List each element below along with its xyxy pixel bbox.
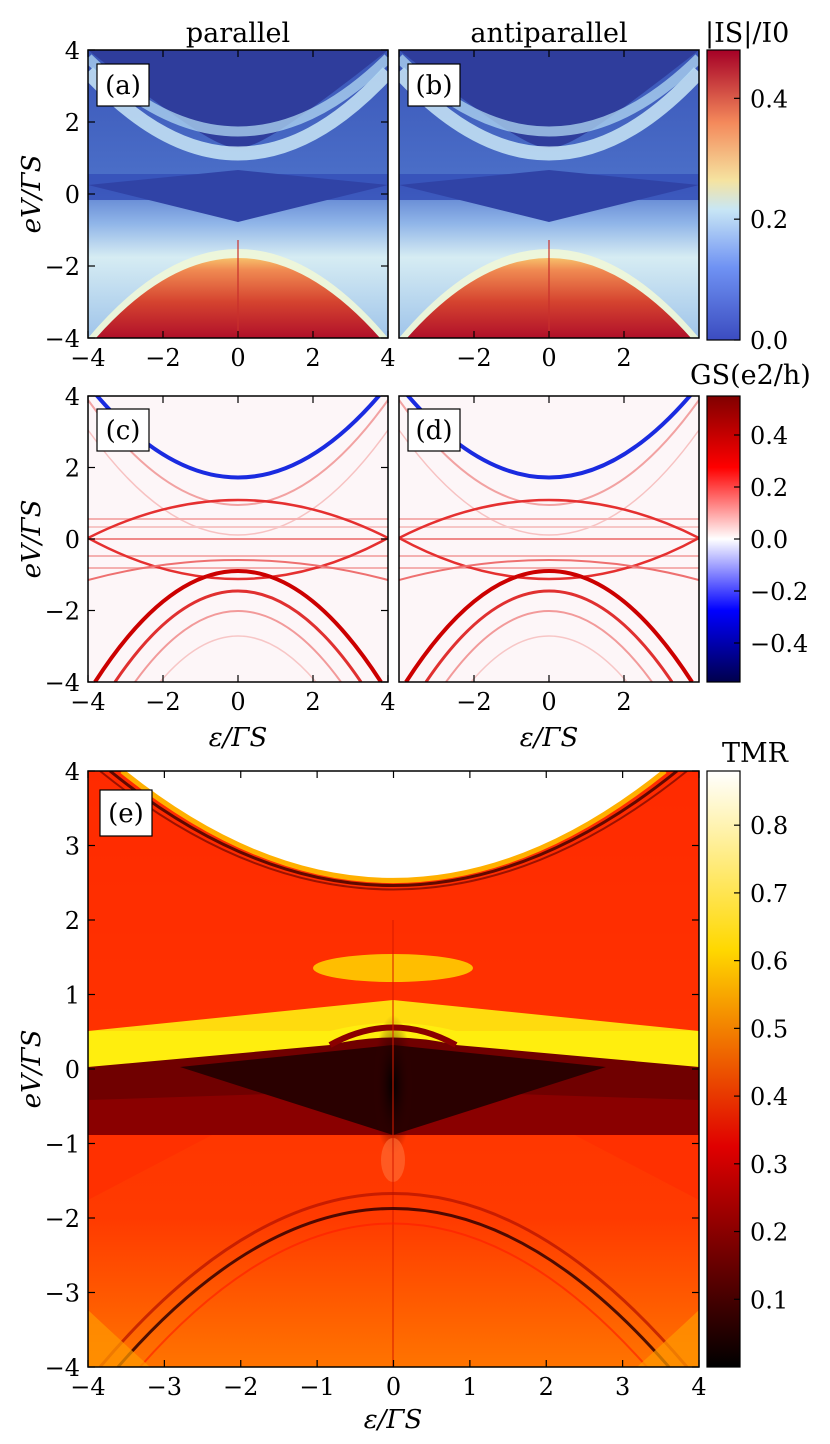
ytick-label-4-8: −4 — [45, 1354, 80, 1382]
xtick-label-2-4: 4 — [380, 688, 395, 716]
title-antiparallel: antiparallel — [470, 18, 627, 49]
cbar-tick-label-4-0: 0.8 — [750, 812, 788, 840]
ytick-label-0-0: 4 — [65, 37, 80, 65]
panel-label-a: (a) — [96, 63, 150, 107]
cbar-tick-label-2-2: 0.0 — [750, 526, 788, 554]
ytick-label-4-0: 4 — [65, 758, 80, 786]
cbar-tick-label-2-1: 0.2 — [750, 474, 788, 502]
xtick-label-4-6: 2 — [539, 1373, 554, 1401]
panel-label-d-text: (d) — [416, 416, 453, 446]
panel-label-b-text: (b) — [416, 71, 453, 101]
xtick-label-3-1: 0 — [541, 688, 556, 716]
panel-label-a-text: (a) — [105, 71, 141, 101]
ylabel-top: eV/ΓS — [17, 155, 47, 234]
cbar-tick-label-0-1: 0.2 — [750, 206, 788, 234]
xtick-label-4-4: 0 — [386, 1373, 401, 1401]
cbar-tick-label-4-4: 0.4 — [750, 1083, 788, 1111]
xtick-label-0-3: 2 — [305, 344, 320, 372]
xtick-label-4-5: 1 — [462, 1373, 477, 1401]
xtick-label-4-2: −2 — [223, 1373, 258, 1401]
xtick-label-3-2: 2 — [616, 688, 631, 716]
ylabel-bottom: eV/ΓS — [17, 1030, 47, 1109]
ytick-label-2-2: 0 — [65, 526, 80, 554]
cbar-tick-label-4-7: 0.1 — [750, 1286, 788, 1314]
ytick-label-4-2: 2 — [65, 907, 80, 935]
cbar-tick-label-2-4: −0.4 — [750, 630, 808, 658]
xtick-label-2-3: 2 — [305, 688, 320, 716]
panel-label-b: (b) — [407, 63, 461, 107]
cbar-tick-label-2-0: 0.4 — [750, 422, 788, 450]
ylabel-middle: eV/ΓS — [17, 500, 47, 579]
cbar-tick-label-4-2: 0.6 — [750, 948, 788, 976]
xlabel-c: ε/ΓS — [209, 723, 268, 753]
panel-label-d: (d) — [407, 408, 461, 452]
ytick-label-2-1: 2 — [65, 455, 80, 483]
xtick-label-4-1: −3 — [147, 1373, 182, 1401]
ytick-label-2-0: 4 — [65, 383, 80, 411]
cbar-tick-label-4-1: 0.7 — [750, 880, 788, 908]
xtick-label-0-0: −4 — [70, 344, 105, 372]
panel-label-e: (e) — [99, 789, 153, 837]
ytick-label-0-2: 0 — [65, 181, 80, 209]
ytick-label-0-1: 2 — [65, 109, 80, 137]
ytick-label-4-4: 0 — [65, 1056, 80, 1084]
cbar-tick-label-0-2: 0.0 — [750, 327, 788, 355]
xtick-label-0-4: 4 — [380, 344, 395, 372]
ytick-label-4-3: 1 — [65, 982, 80, 1010]
xtick-label-4-3: −1 — [299, 1373, 334, 1401]
colorbar-current — [706, 49, 741, 341]
ytick-label-4-6: −2 — [45, 1205, 80, 1233]
xtick-label-2-2: 0 — [230, 688, 245, 716]
cbar-tick-label-2-3: −0.2 — [750, 578, 808, 606]
xtick-label-1-1: 0 — [541, 344, 556, 372]
xlabel-d: ε/ΓS — [520, 723, 579, 753]
xtick-label-4-7: 3 — [615, 1373, 630, 1401]
panel-label-c-text: (c) — [106, 416, 141, 446]
cbar-tick-label-4-3: 0.5 — [750, 1015, 788, 1043]
cbar-tick-label-0-0: 0.4 — [750, 85, 788, 113]
ytick-label-4-1: 3 — [65, 833, 80, 861]
ytick-label-4-5: −1 — [45, 1131, 80, 1159]
ytick-label-0-3: −2 — [45, 253, 80, 281]
colorbar-current-label: |IS|/I0 — [705, 18, 789, 49]
cbar-tick-label-4-5: 0.3 — [750, 1151, 788, 1179]
xtick-label-2-1: −2 — [145, 688, 180, 716]
xtick-label-2-0: −4 — [70, 688, 105, 716]
title-parallel: parallel — [186, 18, 290, 49]
ytick-label-2-3: −2 — [45, 598, 80, 626]
cbar-tick-label-4-6: 0.2 — [750, 1219, 788, 1247]
colorbar-tmr — [706, 770, 741, 1368]
panel-label-e-text: (e) — [108, 799, 144, 829]
ytick-label-4-7: −3 — [45, 1280, 80, 1308]
tick-layer: −4 −2 0 2 4 4 2 0 −2 −4 0.4 0.2 0.0 −2 0 2 −4 −2 0 2 4 4 2 0 −2 −… — [45, 37, 809, 1401]
xtick-label-1-2: 2 — [616, 344, 631, 372]
panel-label-c: (c) — [96, 408, 150, 452]
xtick-label-4-8: 4 — [691, 1373, 706, 1401]
xtick-label-1-0: −2 — [456, 344, 491, 372]
xtick-label-3-0: −2 — [456, 688, 491, 716]
colorbar-tmr-label: TMR — [722, 738, 789, 769]
colorbar-conductance-label: GS(e2/h) — [690, 360, 811, 391]
xtick-label-0-2: 0 — [230, 344, 245, 372]
ytick-label-0-4: −4 — [45, 325, 80, 353]
ytick-label-2-4: −4 — [45, 669, 80, 697]
panel-e — [88, 771, 699, 1367]
xtick-label-4-0: −4 — [70, 1373, 105, 1401]
xlabel-e: ε/ΓS — [364, 1405, 423, 1435]
panel-b — [399, 50, 699, 338]
xtick-label-0-1: −2 — [145, 344, 180, 372]
